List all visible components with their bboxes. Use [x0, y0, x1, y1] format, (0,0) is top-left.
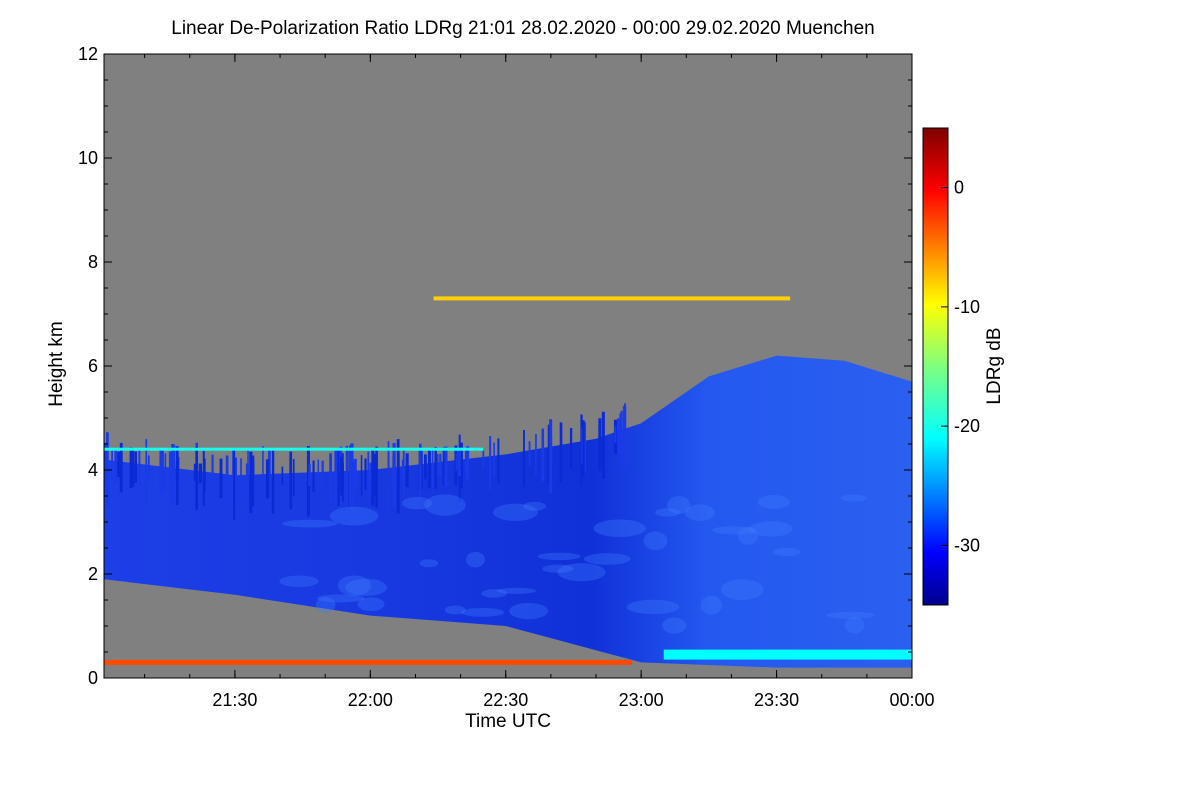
x-tick-label: 22:30 [483, 690, 528, 710]
x-tick-label: 23:30 [754, 690, 799, 710]
colorbar-tick-label: 0 [954, 178, 964, 198]
colorbar-tick-label: -10 [954, 297, 980, 317]
colorbar [922, 127, 949, 606]
x-axis: 21:30 22:00 22:30 23:00 23:30 00:00 [144, 54, 935, 710]
chart-title: Linear De-Polarization Ratio LDRg 21:01 … [171, 18, 875, 39]
y-tick-label: 8 [88, 252, 98, 272]
cloud-texture [279, 494, 876, 634]
main-cloud-layer [104, 355, 912, 668]
cirrus-streak [433, 296, 791, 301]
y-tick-label: 2 [88, 564, 98, 584]
x-tick-label: 22:00 [348, 690, 393, 710]
x-tick-label: 00:00 [889, 690, 934, 710]
x-tick-label: 23:00 [619, 690, 664, 710]
y-tick-label: 4 [88, 460, 98, 480]
surface-band [663, 649, 912, 660]
y-axis: 0 2 4 6 8 10 12 [78, 44, 912, 688]
colorbar-label: LDRg dB [984, 327, 1005, 404]
cloud-top-fringe [104, 403, 627, 521]
colorbar-tick-label: -30 [954, 535, 980, 555]
x-axis-label: Time UTC [465, 711, 551, 732]
colorbar-ticks: 0 -10 -20 -30 [941, 178, 980, 555]
low-aerosol-layer [104, 659, 633, 665]
cloud-top-edge [104, 447, 484, 451]
y-tick-label: 10 [78, 148, 98, 168]
colorbar-tick-label: -20 [954, 416, 980, 436]
y-tick-label: 6 [88, 356, 98, 376]
y-tick-label: 12 [78, 44, 98, 64]
y-tick-label: 0 [88, 668, 98, 688]
heatmap-layer [104, 296, 912, 668]
x-tick-label: 21:30 [212, 690, 257, 710]
y-axis-label: Height km [46, 321, 67, 407]
